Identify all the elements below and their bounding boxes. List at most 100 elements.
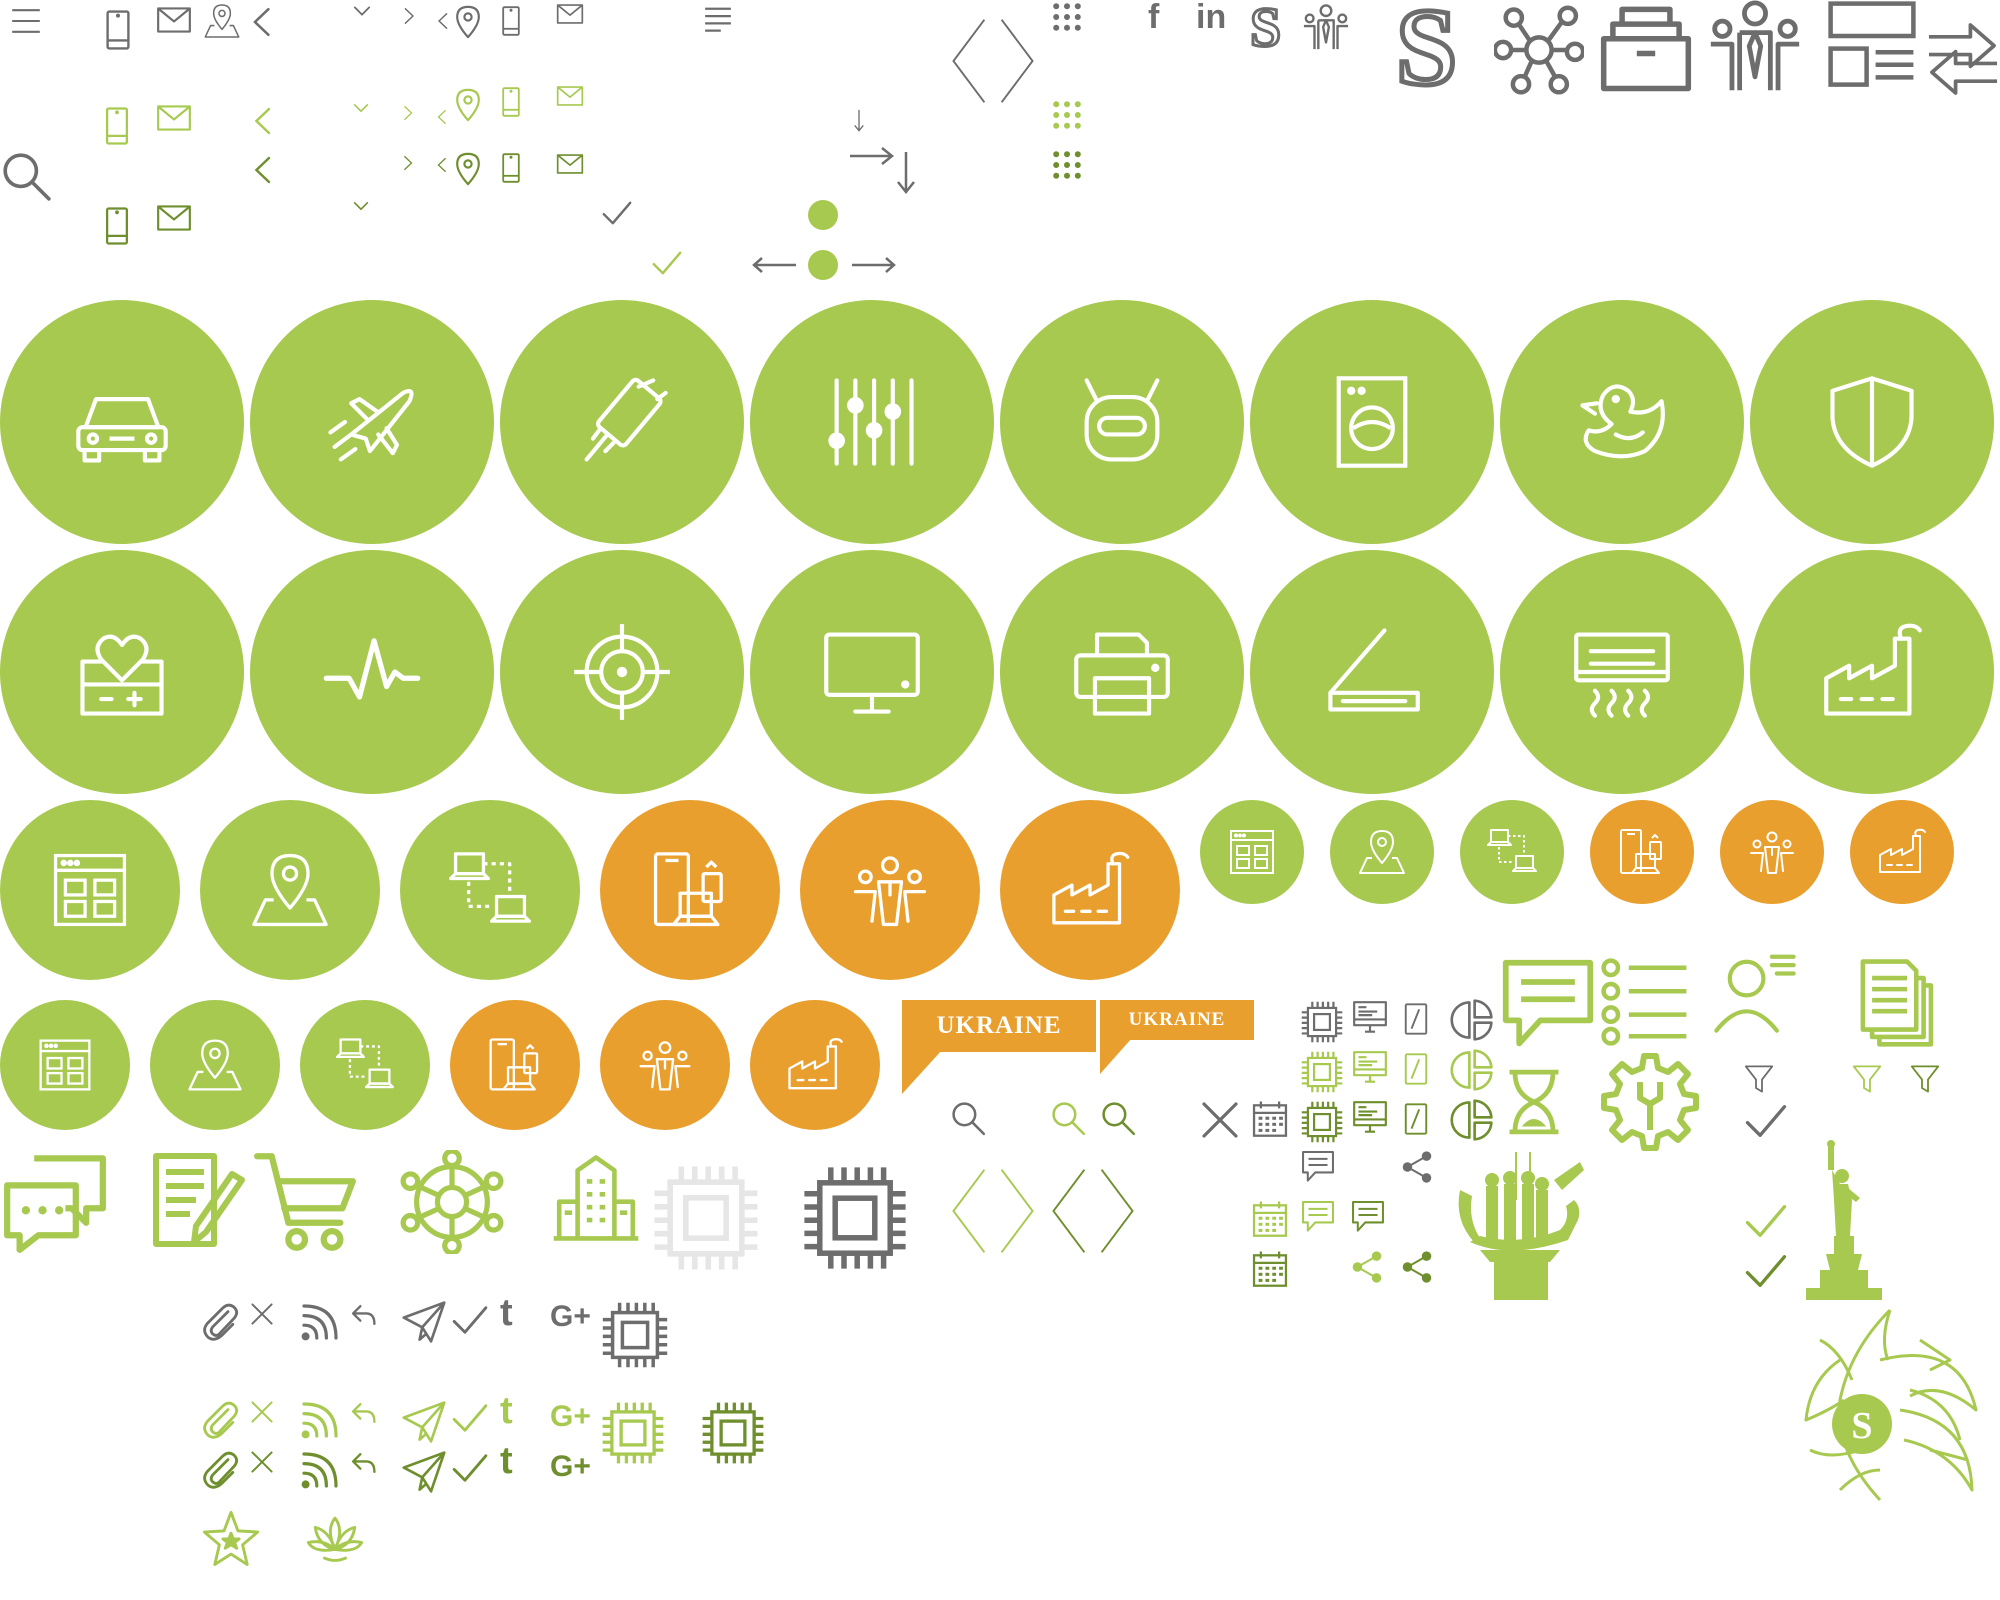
chevron-right-icon[interactable] <box>400 152 416 174</box>
circle-phone-charging[interactable] <box>500 300 744 544</box>
filter-icon[interactable] <box>1910 1062 1940 1096</box>
small-circle-factory[interactable] <box>1850 800 1954 904</box>
chevron-left-icon[interactable] <box>246 4 278 40</box>
send-icon[interactable] <box>400 1450 448 1494</box>
mail-icon <box>550 150 590 178</box>
chevron-down-icon[interactable] <box>350 198 372 214</box>
menu-icon[interactable] <box>0 6 52 36</box>
circle-devices[interactable] <box>600 800 780 980</box>
circle-battery-heart[interactable] <box>0 550 244 794</box>
circle-dashboard-grid[interactable] <box>0 800 180 980</box>
filter-icon[interactable] <box>1852 1062 1882 1096</box>
green-dot <box>808 250 838 280</box>
circle-robot[interactable] <box>1000 300 1244 544</box>
tumblr-icon[interactable]: t <box>500 1292 513 1334</box>
share-icon[interactable] <box>1350 1250 1384 1284</box>
small-circle-map-pin[interactable] <box>1330 800 1434 904</box>
shopping-cart-icon <box>250 1150 360 1254</box>
dashboard-grid-icon <box>36 1036 94 1094</box>
equalizer-sliders-icon <box>820 370 924 474</box>
facebook-icon[interactable]: f <box>1148 0 1160 36</box>
small-circle-network-laptops[interactable] <box>1460 800 1564 904</box>
google-plus-icon[interactable]: G+ <box>550 1450 591 1483</box>
team-icon <box>1747 827 1797 877</box>
circle-equalizer-sliders[interactable] <box>750 300 994 544</box>
phone-icon <box>496 148 526 188</box>
ukraine-banner: UKRAINE <box>902 1000 1096 1052</box>
close-icon[interactable] <box>1200 1100 1240 1140</box>
chevron-left-icon[interactable] <box>434 152 450 178</box>
pie-chart-icon <box>1450 1098 1494 1142</box>
close-icon[interactable] <box>250 1302 274 1326</box>
circle-car[interactable] <box>0 300 244 544</box>
search-icon[interactable] <box>950 1100 986 1136</box>
banner-tail <box>902 1050 942 1094</box>
small-circle-devices[interactable] <box>1590 800 1694 904</box>
search-icon[interactable] <box>1100 1100 1136 1136</box>
factory-icon <box>786 1036 844 1094</box>
circle-factory[interactable] <box>1000 800 1180 980</box>
small-circle-team[interactable] <box>1720 800 1824 904</box>
airplane-icon <box>320 370 424 474</box>
rss-icon[interactable] <box>300 1400 340 1440</box>
chevron-right-icon[interactable] <box>400 4 418 28</box>
search-icon[interactable] <box>0 150 52 202</box>
circle-team[interactable] <box>800 800 980 980</box>
filter-icon[interactable] <box>1744 1062 1774 1096</box>
circle-target-crosshair[interactable] <box>500 550 744 794</box>
circle-monitor[interactable] <box>750 550 994 794</box>
small-circle-dashboard-grid[interactable] <box>1200 800 1304 904</box>
google-plus-icon[interactable]: G+ <box>550 1400 591 1433</box>
circle-map-pin[interactable] <box>200 800 380 980</box>
circle-air-conditioner[interactable] <box>1500 550 1744 794</box>
circle-map-pin[interactable] <box>150 1000 280 1130</box>
circle-pulse[interactable] <box>250 550 494 794</box>
circle-printer[interactable] <box>1000 550 1244 794</box>
washing-machine-icon <box>1320 370 1424 474</box>
circle-shield[interactable] <box>1750 300 1994 544</box>
rss-icon[interactable] <box>300 1450 340 1490</box>
circle-network-laptops[interactable] <box>300 1000 430 1130</box>
ukraine-banner: UKRAINE <box>1100 1000 1254 1040</box>
circle-rubber-duck[interactable] <box>1500 300 1744 544</box>
chevron-left-icon[interactable] <box>248 150 278 190</box>
circle-washing-machine[interactable] <box>1250 300 1494 544</box>
circle-devices[interactable] <box>450 1000 580 1130</box>
chevron-left-icon[interactable] <box>434 104 450 130</box>
search-icon[interactable] <box>1050 1100 1086 1136</box>
chevron-down-icon[interactable] <box>350 2 374 20</box>
linkedin-icon[interactable]: in <box>1196 0 1227 36</box>
rss-icon[interactable] <box>300 1302 340 1342</box>
share-icon[interactable] <box>1400 1150 1434 1184</box>
network-laptops-icon <box>449 849 531 931</box>
chevron-down-icon[interactable] <box>350 100 372 116</box>
brand-s-letter: S <box>1851 1405 1872 1447</box>
molecule-network-icon <box>400 1150 504 1254</box>
circle-dashboard-grid[interactable] <box>0 1000 130 1130</box>
share-icon[interactable] <box>1400 1250 1434 1284</box>
circle-network-laptops[interactable] <box>400 800 580 980</box>
chevron-right-icon[interactable] <box>400 102 416 124</box>
circle-scanner[interactable] <box>1250 550 1494 794</box>
tumblr-icon[interactable]: t <box>500 1440 513 1482</box>
chevron-left-icon[interactable] <box>248 102 278 140</box>
close-icon[interactable] <box>250 1450 274 1474</box>
team-icon <box>636 1036 694 1094</box>
tumblr-icon[interactable]: t <box>500 1390 513 1432</box>
factory-icon <box>1049 849 1131 931</box>
reply-icon[interactable] <box>350 1302 378 1328</box>
circle-airplane[interactable] <box>250 300 494 544</box>
circle-factory[interactable] <box>1750 550 1994 794</box>
reply-icon[interactable] <box>350 1400 378 1426</box>
paperclip-icon[interactable] <box>200 1400 240 1440</box>
close-icon[interactable] <box>250 1400 274 1424</box>
reply-icon[interactable] <box>350 1450 378 1476</box>
send-icon[interactable] <box>400 1400 448 1444</box>
phone-icon <box>98 96 136 156</box>
paperclip-icon[interactable] <box>200 1302 240 1342</box>
circle-factory[interactable] <box>750 1000 880 1130</box>
send-icon[interactable] <box>400 1300 448 1344</box>
paperclip-icon[interactable] <box>200 1450 240 1490</box>
circle-team[interactable] <box>600 1000 730 1130</box>
google-plus-icon[interactable]: G+ <box>550 1300 591 1333</box>
